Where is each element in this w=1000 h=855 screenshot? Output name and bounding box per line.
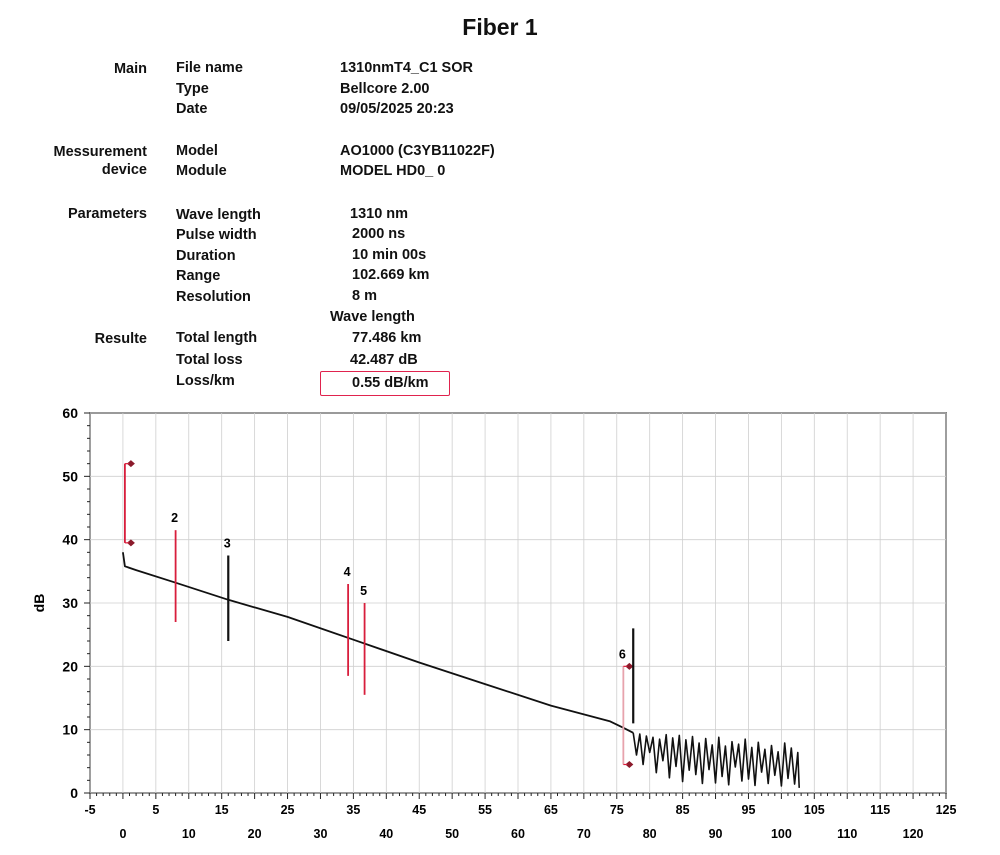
x-tick-label: 20 [248, 827, 262, 841]
event-marker-label: 2 [171, 511, 178, 525]
trace-series-1 [122, 552, 634, 734]
x-tick-label: 70 [577, 827, 591, 841]
total-loss-label: Total loss [176, 352, 243, 368]
x-tick-label: 75 [610, 803, 624, 817]
event-marker-label: 5 [360, 584, 367, 598]
event-marker-label: 4 [344, 565, 351, 579]
loss-per-km-highlight [320, 371, 450, 396]
total-length-label: Total length [176, 330, 258, 346]
x-tick-label: 60 [511, 827, 525, 841]
range-value: 102.669 km [352, 267, 430, 283]
x-tick-label: 30 [314, 827, 328, 841]
model-label: Model [176, 143, 218, 159]
pulse-width-label: Pulse width [176, 227, 257, 243]
loss-per-km-value: 0.55 dB/km [352, 375, 429, 391]
pulse-width-value: 2000 ns [352, 226, 406, 242]
x-tick-label: 0 [119, 827, 126, 841]
resolution-value: 8 m [352, 288, 377, 304]
x-tick-label: 120 [903, 827, 924, 841]
date-label: Date [176, 101, 208, 117]
event-marker-label: 6 [619, 647, 626, 661]
y-tick-label: 40 [62, 532, 78, 548]
x-tick-label: 105 [804, 803, 825, 817]
loss-per-km-label: Loss/km [176, 373, 235, 389]
y-axis-label: dB [31, 594, 47, 613]
results-column-header: Wave length [330, 309, 415, 325]
file-name-value: 1310nmT4_C1 SOR [340, 60, 473, 76]
x-tick-label: 65 [544, 803, 558, 817]
chart-title: Fiber 1 [462, 14, 538, 40]
x-tick-label: 35 [346, 803, 360, 817]
duration-label: Duration [176, 248, 236, 264]
section-label-main: Main [113, 61, 147, 77]
total-loss-value: 42.487 dB [350, 352, 418, 368]
x-tick-label: -5 [84, 803, 95, 817]
date-value: 09/05/2025 20:23 [340, 101, 454, 117]
section-label-parameters: Parameters [68, 206, 147, 222]
event-marker-end [126, 460, 135, 468]
model-value: AO1000 (C3YB11022F) [340, 143, 495, 159]
x-tick-label: 15 [215, 803, 229, 817]
x-tick-label: 95 [742, 803, 756, 817]
x-tick-label: 25 [281, 803, 295, 817]
wave-length-value: 1310 nm [350, 206, 409, 222]
x-tick-label: 10 [182, 827, 196, 841]
y-tick-label: 10 [62, 722, 78, 738]
x-tick-label: 50 [445, 827, 459, 841]
x-tick-label: 45 [412, 803, 426, 817]
event-marker-label: 3 [224, 537, 231, 551]
x-tick-label: 125 [936, 803, 957, 817]
x-tick-label: 80 [643, 827, 657, 841]
x-tick-label: 55 [478, 803, 492, 817]
section-label-measurement-device: Messurement device [53, 144, 147, 178]
event-marker-end [126, 539, 135, 547]
type-value: Bellcore 2.00 [340, 81, 430, 97]
x-tick-label: 5 [152, 803, 159, 817]
x-tick-label: 115 [870, 803, 890, 817]
x-tick-label: 85 [676, 803, 690, 817]
y-tick-label: 20 [62, 658, 78, 674]
y-tick-label: 0 [70, 785, 78, 801]
trace-series-2 [632, 732, 800, 788]
type-label: Type [176, 81, 209, 97]
module-value: MODEL HD0_ 0 [340, 163, 446, 179]
event-marker-end [625, 761, 634, 768]
x-tick-label: 100 [771, 827, 792, 841]
x-tick-label: 90 [709, 827, 723, 841]
range-label: Range [176, 268, 221, 284]
event-marker-end [625, 662, 634, 670]
y-tick-label: 60 [62, 405, 78, 421]
total-length-value: 77.486 km [352, 330, 422, 346]
x-tick-label: 110 [837, 827, 857, 841]
resolution-label: Resolution [176, 289, 251, 305]
duration-value: 10 min 00s [352, 247, 427, 263]
x-tick-label: 40 [379, 827, 393, 841]
wave-length-label: Wave length [176, 207, 261, 223]
module-label: Module [176, 163, 227, 179]
y-tick-label: 30 [62, 595, 78, 611]
section-label-results: Resulte [94, 331, 147, 347]
file-name-label: File name [176, 60, 243, 76]
y-tick-label: 50 [62, 468, 78, 484]
